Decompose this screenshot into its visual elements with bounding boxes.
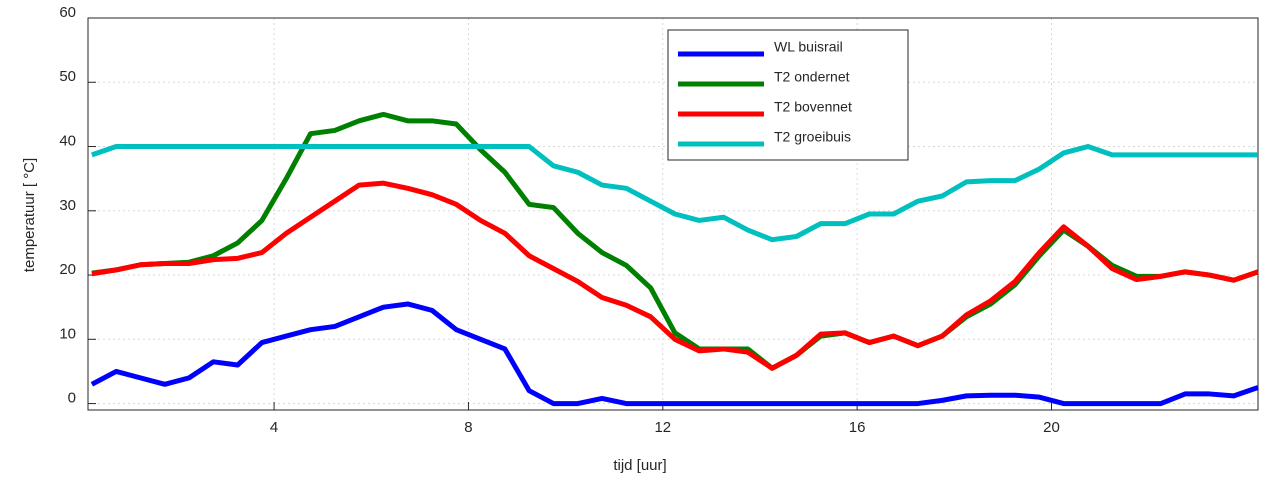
plot-frame [87, 17, 1259, 411]
x-tick-label: 4 [270, 419, 278, 436]
legend-label: T2 groeibuis [774, 129, 851, 145]
x-tick-label: 20 [1043, 419, 1060, 436]
y-axis-label: temperatuur [ °C] [21, 158, 38, 272]
legend-label: T2 bovennet [774, 99, 852, 115]
x-axis-label: tijd [uur] [613, 457, 666, 474]
x-tick-label: 16 [849, 419, 866, 436]
x-tick-label: 8 [464, 419, 472, 436]
y-tick-label: 20 [59, 261, 76, 278]
y-tick-label: 60 [59, 4, 76, 21]
series-line [91, 180, 1259, 371]
series-line [90, 301, 1259, 407]
y-tick-label: 30 [59, 197, 76, 214]
series-line [91, 144, 1258, 243]
y-tick-label: 0 [68, 390, 76, 407]
y-tick-label: 10 [59, 325, 76, 342]
legend-label: T2 ondernet [774, 69, 850, 85]
x-tick-label: 12 [654, 419, 671, 436]
y-tick-label: 40 [59, 132, 76, 149]
legend-label: WL buisrail [774, 39, 843, 55]
y-tick-label: 50 [59, 68, 76, 85]
